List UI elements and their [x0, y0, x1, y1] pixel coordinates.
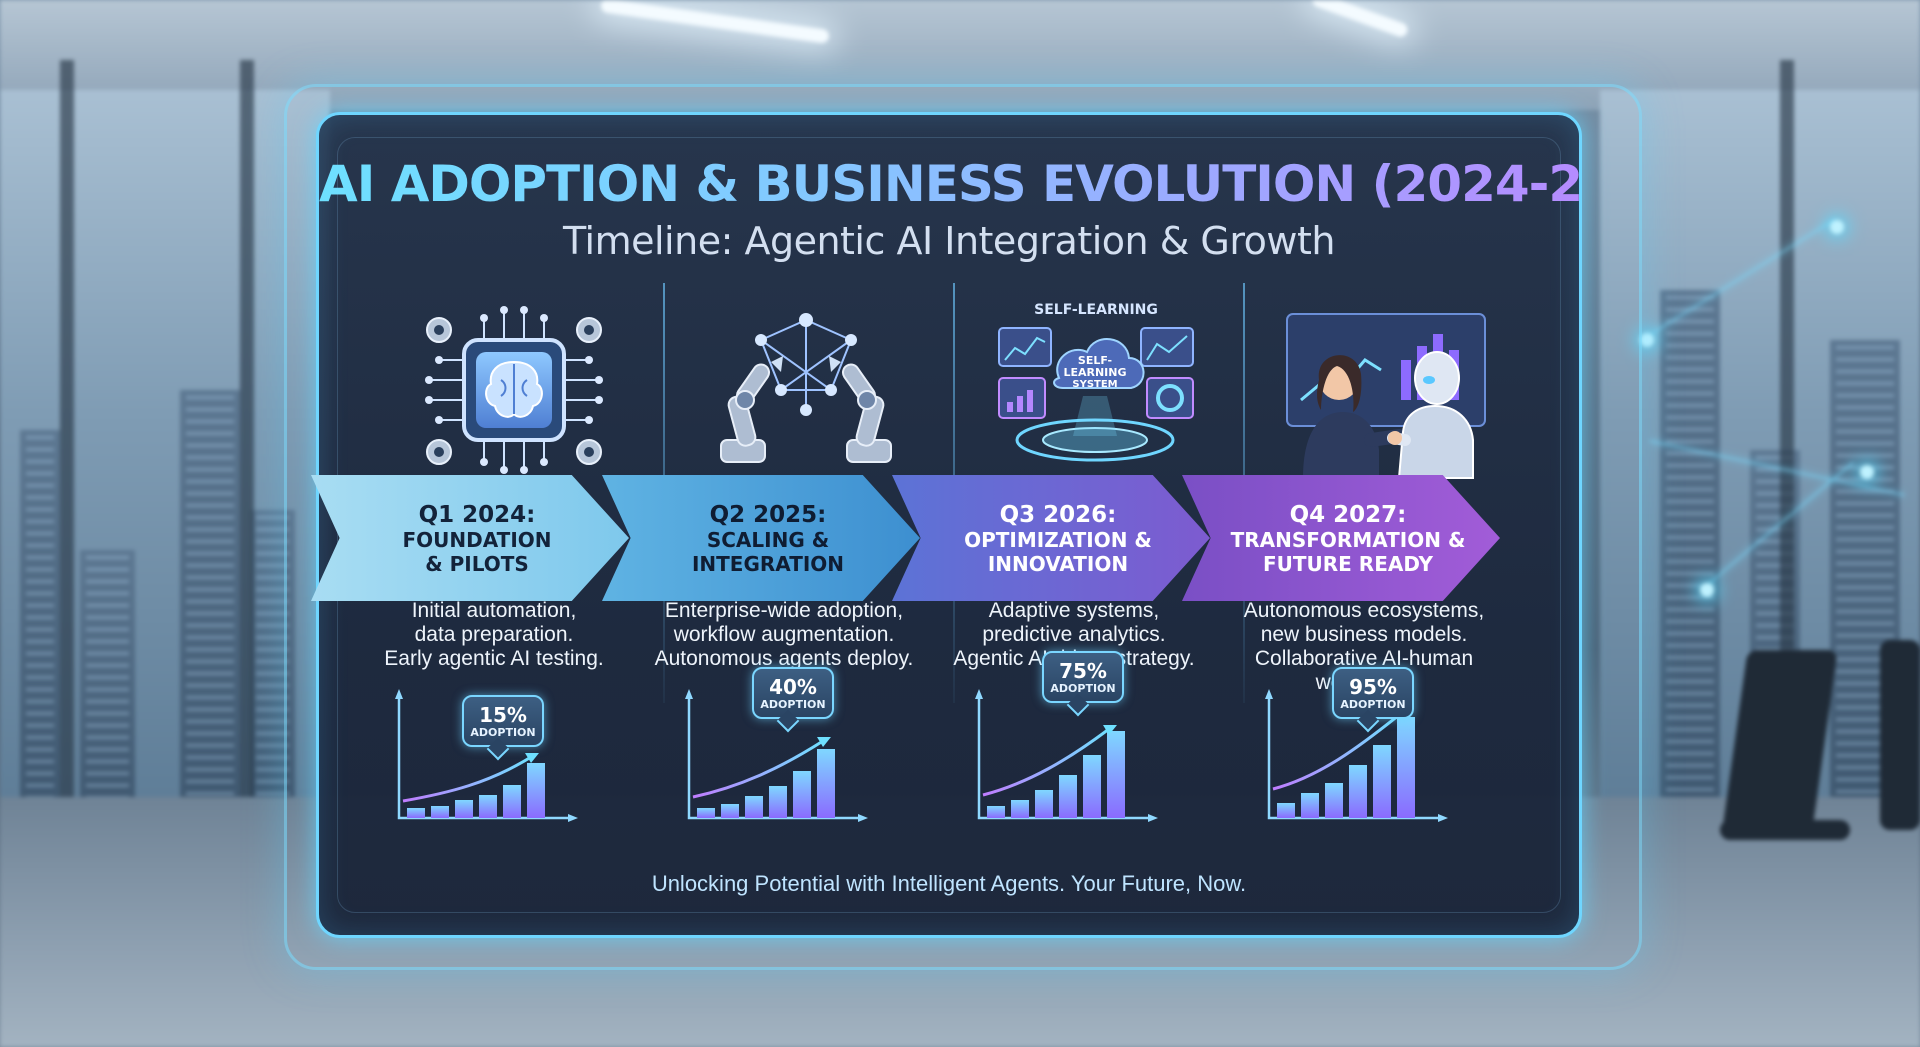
stage-quarter: Q1 2024:	[418, 502, 536, 528]
stage-phase: INTEGRATION	[691, 552, 845, 576]
svg-text:LEARNING: LEARNING	[1063, 366, 1126, 379]
self-learning-system-icon: SELF-LEARNING SELF- LEARNING SYSTEM	[998, 302, 1194, 462]
network-node	[1860, 465, 1874, 479]
adoption-value: 40%	[769, 674, 817, 699]
screen-glow-frame	[284, 84, 1642, 970]
growth-chart-q3	[975, 689, 1158, 822]
adoption-callout-q1: 15% ADOPTION	[462, 695, 544, 747]
adoption-callout-q2: 40% ADOPTION	[752, 667, 834, 719]
adoption-unit: ADOPTION	[760, 697, 826, 711]
adoption-unit: ADOPTION	[1340, 697, 1406, 711]
stage-arrow-q4	[1182, 475, 1500, 601]
window-mullion	[60, 60, 74, 820]
stage-label-q3: Q3 2026: OPTIMIZATION & INNOVATION	[932, 483, 1184, 595]
page-subtitle: Timeline: Agentic AI Integration & Growt…	[563, 219, 1335, 263]
stage-description-q1: Initial automation, data preparation. Ea…	[384, 599, 604, 670]
stage-arrow-q1	[311, 475, 629, 601]
growth-chart-q4	[1265, 689, 1448, 822]
stage-arrow-q2	[602, 475, 920, 601]
growth-chart-q1	[395, 689, 578, 822]
human-robot-handshake-icon	[1286, 313, 1486, 479]
tagline: Unlocking Potential with Intelligent Age…	[651, 871, 1247, 896]
stage-phase: SCALING &	[706, 528, 830, 552]
svg-text:SYSTEM: SYSTEM	[1072, 379, 1117, 390]
network-node	[1640, 333, 1654, 347]
adoption-unit: ADOPTION	[470, 725, 536, 739]
office-chair	[1880, 640, 1920, 830]
growth-chart-q2	[685, 689, 868, 822]
stage-label-q2: Q2 2025: SCALING & INTEGRATION	[642, 483, 894, 595]
stage-quarter: Q3 2026:	[999, 502, 1117, 528]
stage-phase: OPTIMIZATION &	[964, 528, 1152, 552]
adoption-value: 75%	[1059, 658, 1107, 683]
adoption-callout-q3: 75% ADOPTION	[1042, 651, 1124, 703]
icon-label-self-learning: SELF-LEARNING	[1034, 302, 1158, 318]
city-window-left	[0, 90, 330, 810]
stage-arrow-q3	[892, 475, 1210, 601]
stage-quarter: Q2 2025:	[709, 502, 827, 528]
adoption-callout-q4: 95% ADOPTION	[1332, 667, 1414, 719]
stage-phase: TRANSFORMATION &	[1230, 528, 1466, 552]
svg-text:SELF-: SELF-	[1078, 354, 1112, 367]
stage-phase: FUTURE READY	[1263, 552, 1433, 576]
brain-chip-icon	[425, 306, 603, 474]
adoption-value: 15%	[479, 702, 527, 727]
stage-description-q2: Enterprise-wide adoption, workflow augme…	[654, 599, 914, 670]
stage-label-q1: Q1 2024: FOUNDATION & PILOTS	[351, 483, 603, 595]
network-node	[1830, 220, 1844, 234]
stage-phase: & PILOTS	[425, 552, 529, 576]
stage-quarter: Q4 2027:	[1289, 502, 1407, 528]
stage-phase: FOUNDATION	[402, 528, 552, 552]
robotic-arms-network-icon	[720, 313, 892, 463]
adoption-unit: ADOPTION	[1050, 681, 1116, 695]
stage-phase: INNOVATION	[987, 552, 1129, 576]
network-node	[1700, 583, 1714, 597]
adoption-value: 95%	[1349, 674, 1397, 699]
stage-label-q4: Q4 2027: TRANSFORMATION & FUTURE READY	[1222, 483, 1474, 595]
page-title: AI ADOPTION & BUSINESS EVOLUTION (2024-2…	[319, 155, 1725, 213]
window-mullion	[240, 60, 254, 820]
timeline-panel: AI ADOPTION & BUSINESS EVOLUTION (2024-2…	[311, 112, 1725, 938]
